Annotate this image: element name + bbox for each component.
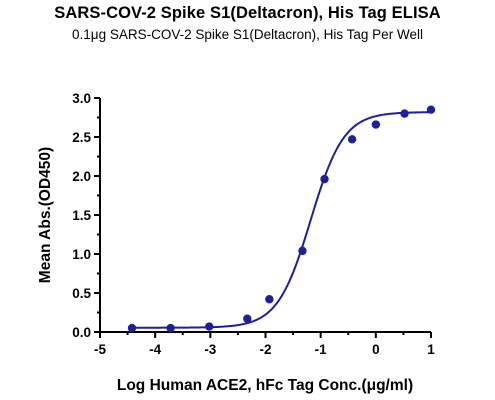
y-tick-label: 1.5 [72, 208, 91, 223]
data-point [243, 314, 252, 323]
y-tick-label: 0.0 [72, 325, 91, 340]
data-point [166, 323, 175, 333]
y-tick-label: 3.0 [72, 91, 91, 106]
x-tick-label: -1 [315, 342, 327, 357]
data-point [426, 105, 436, 114]
data-point [347, 135, 357, 144]
chart-subtitle: 0.1μg SARS-COV-2 Spike S1(Deltacron), Hi… [72, 27, 423, 42]
x-tick-label: -3 [204, 342, 216, 357]
data-point [265, 295, 274, 304]
x-axis-label: Log Human ACE2, hFc Tag Conc.(μg/ml) [117, 377, 413, 394]
x-tick-label: -4 [149, 342, 161, 357]
data-point [320, 174, 329, 184]
x-tick-label: 1 [427, 342, 435, 357]
data-point [371, 120, 381, 129]
fit-curve [132, 111, 432, 329]
x-tick-label: -5 [94, 342, 106, 357]
y-tick-label: 0.5 [72, 286, 91, 301]
x-tick-label: 0 [372, 342, 380, 357]
x-tick-label: -2 [259, 342, 271, 357]
data-point [400, 109, 409, 118]
data-points [127, 105, 436, 333]
axes [94, 97, 432, 338]
tick-labels: 0.0 0.5 1.0 1.5 2.0 2.5 3.0 -5 -4 -3 -2 -1 0 1 [72, 91, 435, 357]
chart-title: SARS-COV-2 Spike S1(Deltacron), His Tag … [54, 4, 441, 22]
data-point [205, 322, 214, 331]
y-tick-label: 2.5 [72, 130, 91, 145]
y-axis-label: Mean Abs.(OD450) [37, 147, 54, 283]
y-tick-label: 2.0 [72, 169, 91, 184]
data-point [127, 323, 137, 333]
data-point [298, 246, 307, 256]
y-tick-label: 1.0 [72, 247, 91, 262]
